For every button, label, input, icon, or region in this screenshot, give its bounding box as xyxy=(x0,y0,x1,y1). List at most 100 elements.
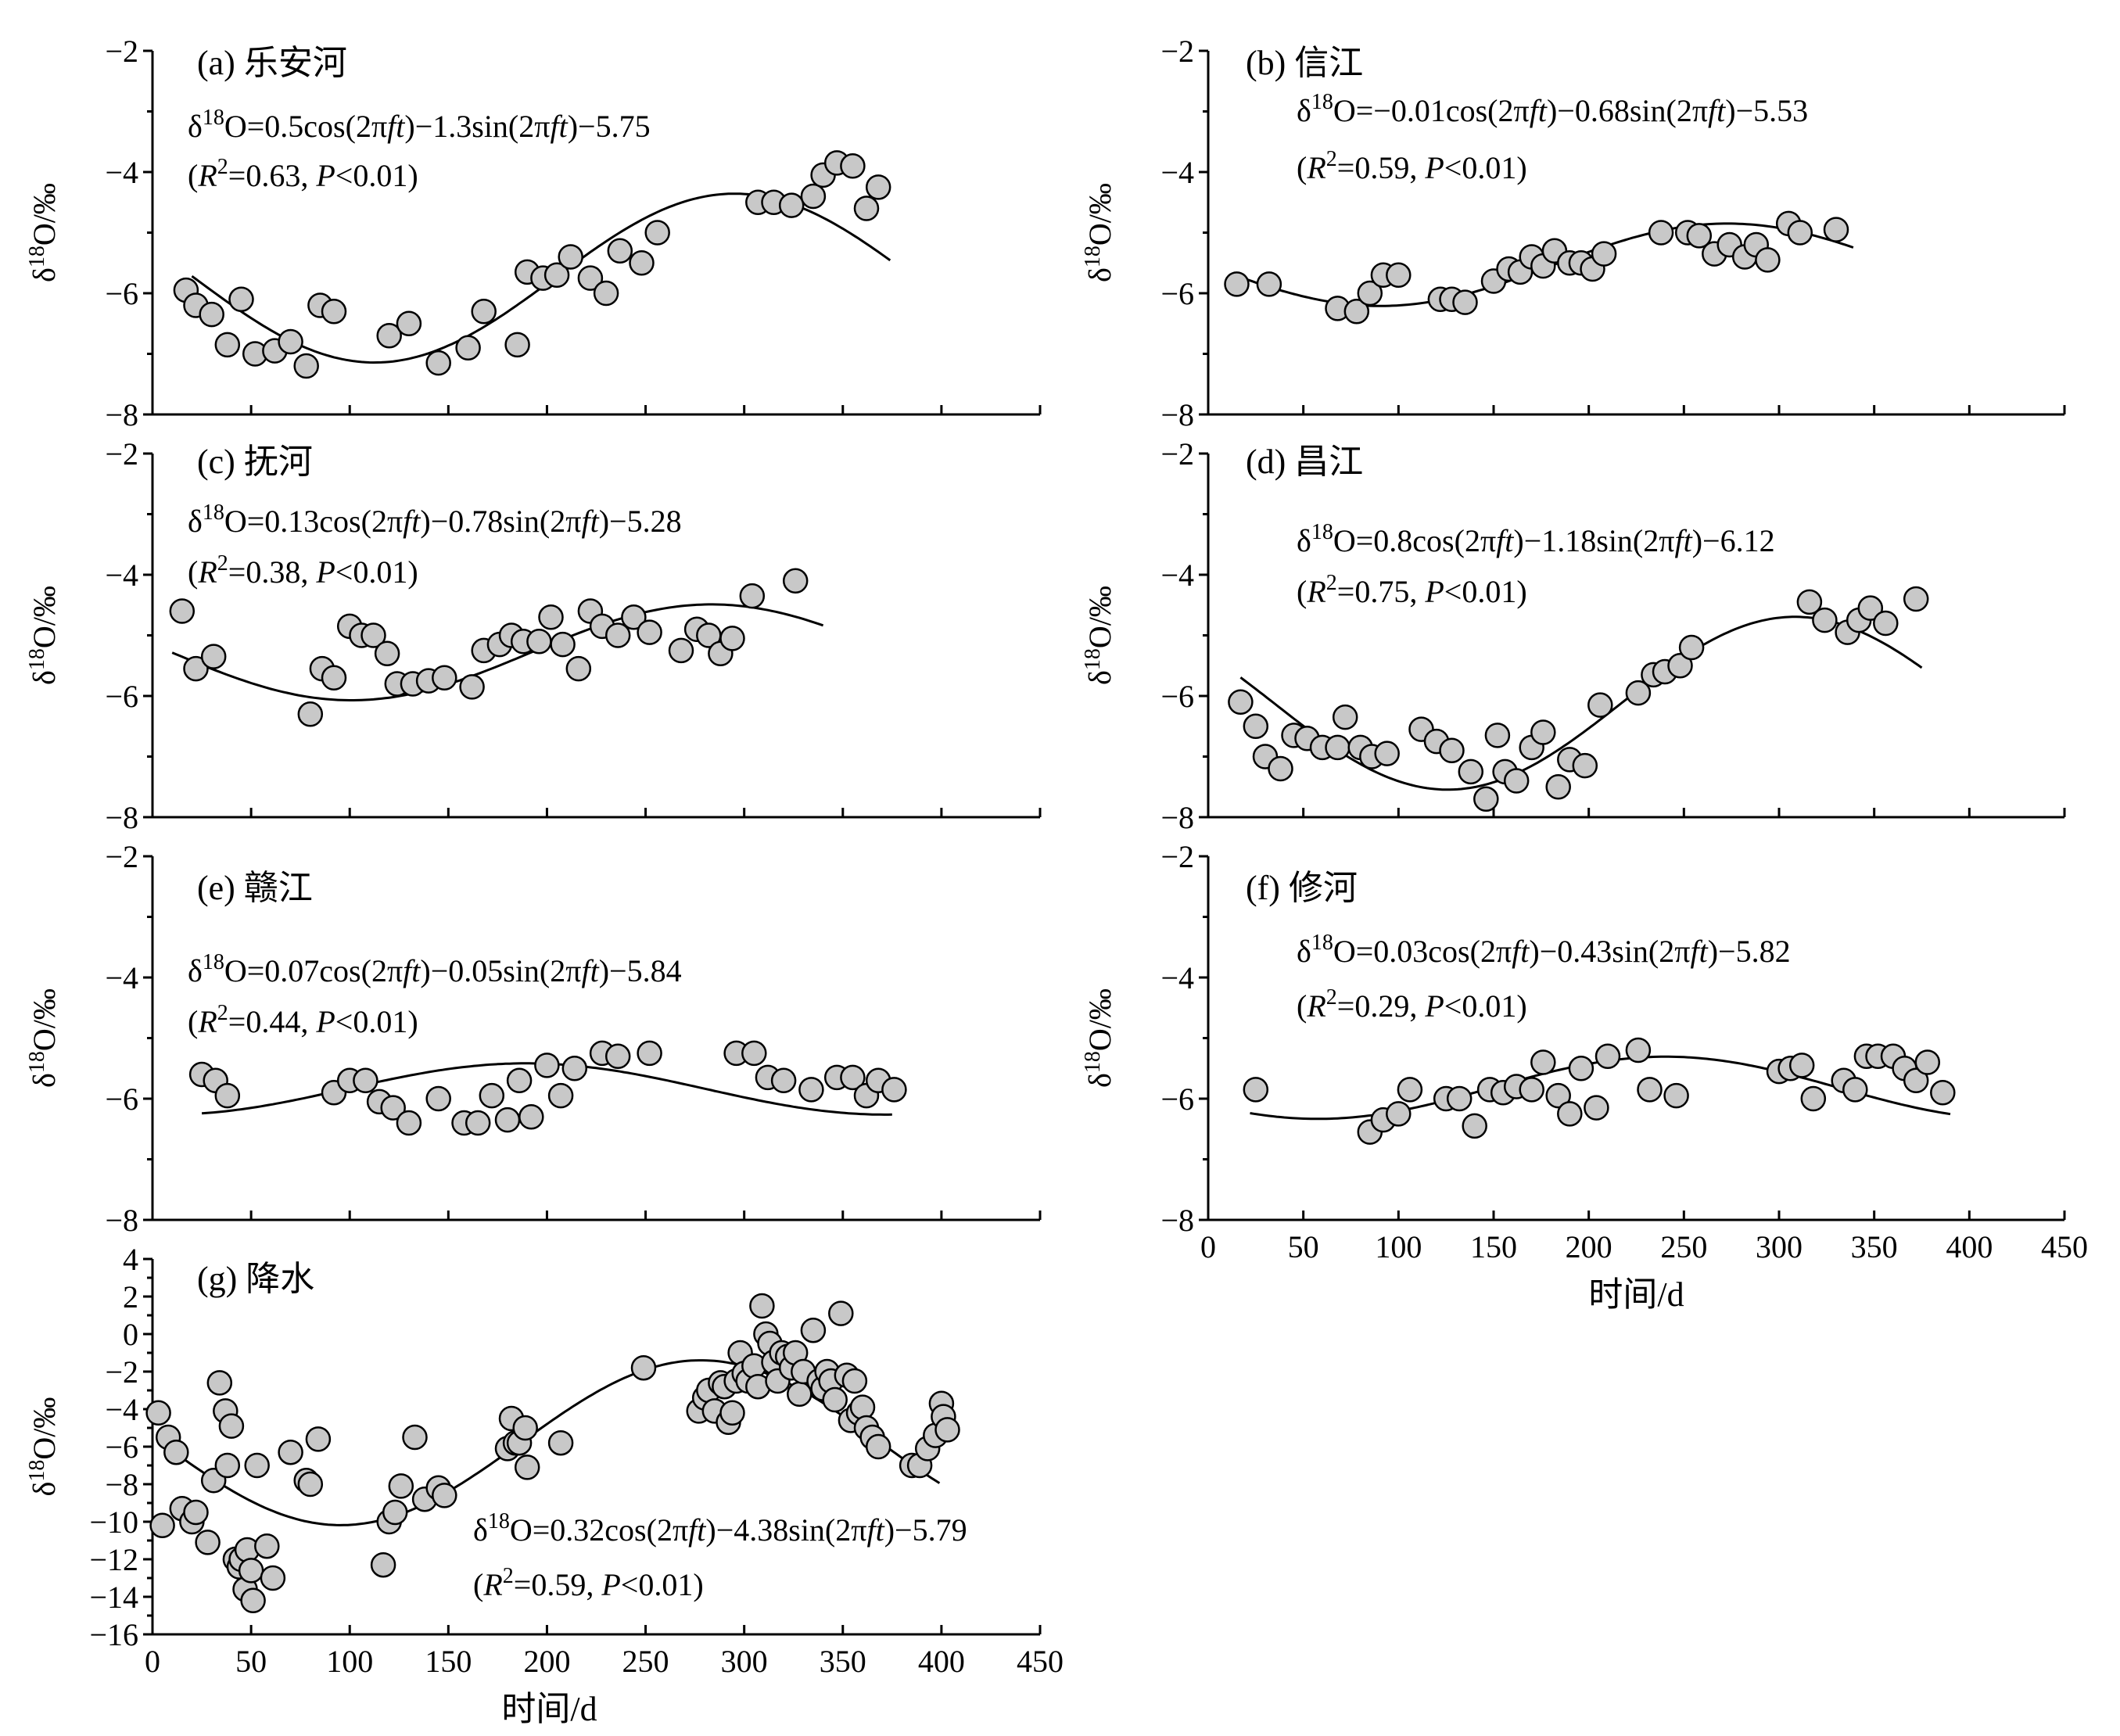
x-axis-label: 时间/d xyxy=(1588,1275,1684,1314)
data-point xyxy=(934,1417,960,1443)
data-point xyxy=(1648,220,1674,246)
data-point xyxy=(200,644,227,669)
data-point xyxy=(565,655,592,682)
data-point xyxy=(1530,719,1556,745)
data-point xyxy=(1397,1077,1423,1103)
data-point xyxy=(770,1067,797,1094)
data-point xyxy=(297,701,324,727)
data-point xyxy=(1637,1077,1663,1103)
data-point xyxy=(782,568,809,594)
y-tick-label: −8 xyxy=(105,800,138,835)
y-tick-label: −4 xyxy=(1160,558,1194,593)
data-point xyxy=(604,1043,631,1070)
y-axis-label: δ18O/‰ xyxy=(25,586,62,685)
y-axis-label: δ18O/‰ xyxy=(1081,586,1117,685)
data-point xyxy=(370,1551,396,1578)
x-tick-label: 450 xyxy=(2041,1229,2088,1264)
data-point xyxy=(1625,680,1652,706)
x-tick-label: 300 xyxy=(1756,1229,1803,1264)
data-point xyxy=(1788,1053,1815,1078)
data-point xyxy=(1914,1049,1941,1075)
x-tick-label: 200 xyxy=(523,1644,570,1679)
data-point xyxy=(1572,752,1598,779)
data-point xyxy=(1332,704,1358,730)
data-point xyxy=(629,250,655,276)
data-point xyxy=(1823,217,1849,242)
panel-g: 420−2−4−6−8−10−12−14−160 50 100 150 200 250 30… xyxy=(25,1242,1064,1728)
panel-title: (g) 降水 xyxy=(197,1260,314,1298)
data-point xyxy=(719,1400,745,1426)
data-point xyxy=(402,1424,428,1451)
data-point xyxy=(1243,1077,1269,1103)
data-point xyxy=(1386,1101,1412,1127)
data-point xyxy=(278,1439,303,1465)
y-tick-label: 2 xyxy=(123,1279,138,1315)
fit-stats: (R2=0.29, P<0.01) xyxy=(1297,985,1527,1024)
data-point xyxy=(1557,1101,1583,1127)
x-tick-label: 250 xyxy=(1660,1229,1707,1264)
fit-equation: δ18O=0.32cos(2πft)−4.38sin(2πft)−5.79 xyxy=(473,1509,967,1548)
data-point xyxy=(321,665,347,691)
data-point xyxy=(800,1317,827,1343)
data-point xyxy=(380,1095,406,1121)
data-point xyxy=(1686,223,1713,249)
data-point xyxy=(1268,755,1293,782)
fit-stats: (R2=0.59, P<0.01) xyxy=(473,1564,704,1602)
x-tick-label: 50 xyxy=(1288,1229,1319,1264)
data-point xyxy=(1545,774,1571,800)
fit-stats: (R2=0.44, P<0.01) xyxy=(188,1001,418,1039)
data-point xyxy=(1530,1049,1556,1075)
data-point xyxy=(1452,289,1478,315)
y-tick-label: −2 xyxy=(105,436,138,472)
y-tick-label: 4 xyxy=(123,1242,138,1277)
data-point xyxy=(214,332,241,358)
data-point xyxy=(518,1104,544,1130)
data-point xyxy=(881,1077,907,1103)
data-point xyxy=(644,220,670,246)
data-point xyxy=(621,604,647,630)
data-point xyxy=(396,1110,422,1136)
data-point xyxy=(388,1473,414,1499)
data-point xyxy=(1545,1082,1571,1109)
data-point xyxy=(1519,1077,1544,1103)
data-point xyxy=(1842,1077,1868,1103)
data-point xyxy=(169,598,195,624)
data-point xyxy=(293,353,319,379)
x-tick-label: 450 xyxy=(1017,1644,1064,1679)
panel-c: −2 −4 −6 −8 δ18O/‰ (c) 抚河 δ18O=0.13cos(2πft)−0… xyxy=(25,436,1042,835)
fit-equation: δ18O=0.8cos(2πft)−1.18sin(2πft)−6.12 xyxy=(1297,520,1775,558)
data-point xyxy=(432,665,457,691)
data-point xyxy=(321,299,347,325)
panel-d: −2 −4 −6 −8 δ18O/‰ (d) 昌江 δ18O=0.8cos(2πft)−1.… xyxy=(1081,436,2066,835)
y-tick-label: −16 xyxy=(89,1617,138,1652)
data-point xyxy=(425,1085,451,1112)
data-point xyxy=(822,1386,848,1413)
data-point xyxy=(382,1499,408,1526)
data-point xyxy=(238,1558,264,1584)
data-point xyxy=(228,286,254,313)
fit-stats: (R2=0.38, P<0.01) xyxy=(188,551,418,590)
y-tick-label: −6 xyxy=(105,1429,138,1465)
data-point xyxy=(1484,723,1511,748)
data-point xyxy=(163,1439,189,1465)
data-point xyxy=(637,619,662,645)
data-point xyxy=(506,1067,533,1094)
data-point xyxy=(865,174,891,200)
data-point xyxy=(1458,759,1484,785)
data-point xyxy=(538,604,564,630)
y-tick-label: −8 xyxy=(1160,397,1194,432)
data-point xyxy=(479,1082,505,1109)
fit-equation: δ18O=0.13cos(2πft)−0.78sin(2πft)−5.28 xyxy=(188,500,682,539)
data-point xyxy=(719,626,745,651)
data-point xyxy=(455,335,481,361)
fit-equation: δ18O=0.07cos(2πft)−0.05sin(2πft)−5.84 xyxy=(188,950,682,988)
data-point xyxy=(1667,653,1693,679)
data-point xyxy=(1357,280,1383,307)
data-point xyxy=(1625,1037,1652,1063)
x-tick-label: 400 xyxy=(918,1644,965,1679)
data-point xyxy=(607,238,633,264)
data-point xyxy=(1325,734,1351,761)
y-tick-label: −4 xyxy=(1160,155,1194,190)
data-point xyxy=(1228,689,1254,716)
